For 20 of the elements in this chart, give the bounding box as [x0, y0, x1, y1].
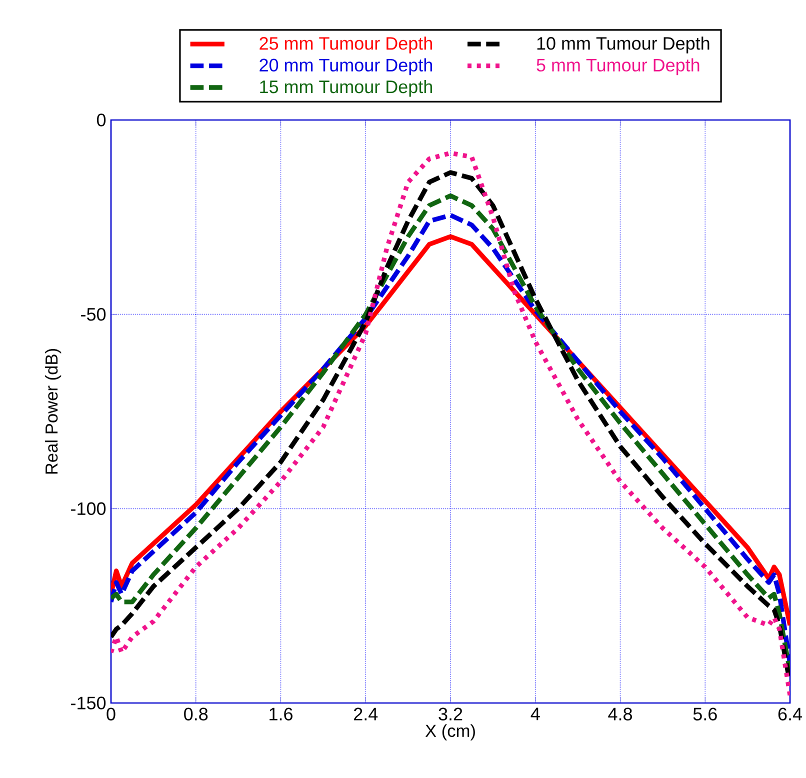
legend-label: 20 mm Tumour Depth: [260, 58, 432, 76]
legend-label: 10 mm Tumour Depth: [537, 36, 710, 54]
y-tick-label: -100: [71, 502, 106, 516]
x-tick-label: 2.4: [354, 708, 378, 720]
x-tick-label: 0.8: [184, 708, 208, 720]
legend-label: 15 mm Tumour Depth: [260, 80, 432, 97]
x-tick-label: 6.4: [778, 708, 802, 720]
x-tick-label: 3.2: [438, 708, 462, 720]
y-tick-label: 0: [96, 114, 106, 126]
legend-label: 25 mm Tumour Depth: [260, 36, 432, 54]
x-tick-label: 5.6: [693, 708, 717, 720]
x-tick-label: 1.6: [270, 708, 292, 720]
x-axis-title: X (cm): [425, 724, 475, 740]
legend-label: 5 mm Tumour Depth: [536, 58, 700, 76]
x-tick-label: 4.8: [608, 708, 632, 720]
y-tick-label: -50: [81, 308, 106, 321]
y-axis-title: Real Power (dB): [44, 349, 62, 474]
x-tick-label: 0: [106, 708, 116, 720]
x-tick-label: 4: [530, 708, 540, 720]
y-tick-label: -150: [71, 696, 106, 710]
